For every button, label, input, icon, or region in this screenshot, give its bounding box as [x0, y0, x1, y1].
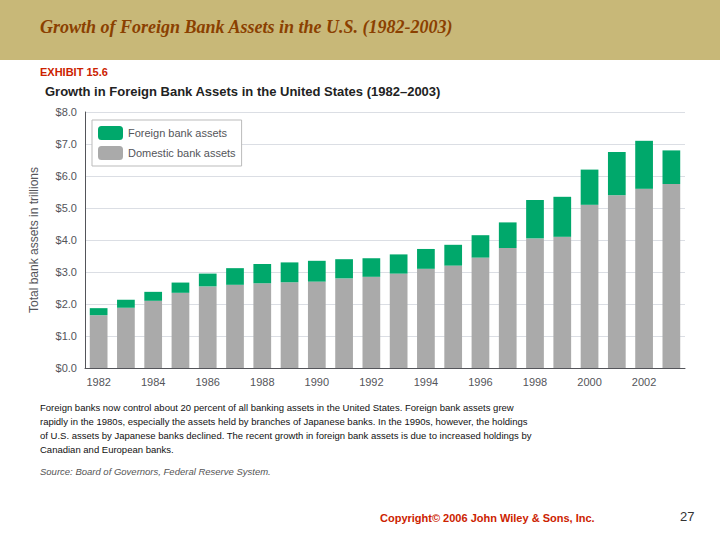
- svg-text:$2.0: $2.0: [56, 298, 77, 310]
- svg-text:$8.0: $8.0: [56, 106, 77, 118]
- svg-text:$5.0: $5.0: [56, 202, 77, 214]
- svg-text:rapidly in the 1980s, especial: rapidly in the 1980s, especially the ass…: [40, 416, 528, 427]
- svg-text:Growth of Foreign Bank Assets: Growth of Foreign Bank Assets in the U.S…: [40, 17, 452, 38]
- svg-text:$0.0: $0.0: [56, 362, 77, 374]
- svg-text:Growth in Foreign Bank Assets: Growth in Foreign Bank Assets in the Uni…: [45, 84, 440, 99]
- svg-text:1996: 1996: [468, 376, 492, 388]
- svg-text:$4.0: $4.0: [56, 234, 77, 246]
- svg-text:Total bank assets in trillions: Total bank assets in trillions: [27, 167, 41, 313]
- svg-text:EXHIBIT 15.6: EXHIBIT 15.6: [40, 66, 108, 78]
- svg-text:1982: 1982: [86, 376, 110, 388]
- svg-text:1988: 1988: [250, 376, 274, 388]
- svg-text:Foreign banks now control abou: Foreign banks now control about 20 perce…: [40, 402, 514, 413]
- svg-text:$7.0: $7.0: [56, 138, 77, 150]
- svg-text:1994: 1994: [414, 376, 438, 388]
- svg-text:$6.0: $6.0: [56, 170, 77, 182]
- svg-text:27: 27: [680, 509, 694, 524]
- svg-text:1990: 1990: [305, 376, 329, 388]
- svg-text:$1.0: $1.0: [56, 330, 77, 342]
- svg-text:Domestic bank assets: Domestic bank assets: [128, 147, 236, 159]
- svg-text:1992: 1992: [359, 376, 383, 388]
- svg-text:Foreign bank assets: Foreign bank assets: [128, 127, 228, 139]
- svg-text:1998: 1998: [523, 376, 547, 388]
- svg-text:Canadian and European banks.: Canadian and European banks.: [40, 444, 174, 455]
- svg-text:of U.S. assets by Japanese ban: of U.S. assets by Japanese banks decline…: [40, 430, 532, 441]
- svg-text:Source: Board of Governors, Fe: Source: Board of Governors, Federal Rese…: [40, 466, 271, 477]
- svg-text:1986: 1986: [195, 376, 219, 388]
- svg-text:1984: 1984: [141, 376, 165, 388]
- svg-text:2000: 2000: [577, 376, 601, 388]
- svg-text:Copyright© 2006 John Wiley & S: Copyright© 2006 John Wiley & Sons, Inc.: [380, 512, 595, 524]
- svg-text:2002: 2002: [632, 376, 656, 388]
- svg-text:$3.0: $3.0: [56, 266, 77, 278]
